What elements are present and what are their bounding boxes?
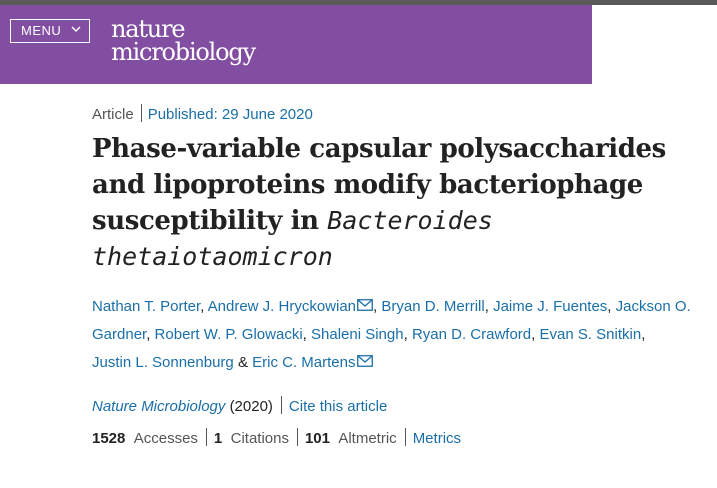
author-link[interactable]: Evan S. Snitkin [539,326,642,343]
author-link[interactable]: Andrew J. Hryckowian [208,298,373,315]
accesses-count: 1528 [92,430,126,447]
metrics-divider [296,428,298,446]
citations-label: Citations [230,430,289,447]
menu-button[interactable]: MENU [10,19,90,43]
article-type: Article [92,106,134,123]
metrics-divider [205,428,207,446]
accesses-label: Accesses [133,430,198,447]
author-link[interactable]: Robert W. P. Glowacki [154,326,303,343]
published-date: Published: 29 June 2020 [147,106,313,123]
author-name: Eric C. Martens [252,354,356,371]
metrics-link[interactable]: Metrics [412,430,462,447]
title-text: Phase-variable capsular polysaccharides … [92,134,666,236]
author-name: Andrew J. Hryckowian [207,298,357,315]
journal-logo[interactable]: nature microbiology [111,15,256,66]
author-link[interactable]: Eric C. Martens [252,354,373,371]
author-link[interactable]: Jaime J. Fuentes [493,298,608,315]
article-meta: Article Published: 29 June 2020 [92,104,313,125]
altmetric-label: Altmetric [338,430,397,447]
title-genus: Bacteroides [327,206,493,235]
logo-line-1: nature [111,15,186,43]
article-title: Phase-variable capsular polysaccharides … [92,131,692,275]
logo-line-2: microbiology [111,38,256,66]
envelope-icon[interactable] [356,355,373,367]
title-species: thetaiotaomicron [92,242,333,271]
citation-year: (2020) [229,398,273,415]
citation-line: Nature Microbiology (2020) Cite this arti… [92,396,387,417]
citations-count: 1 [213,430,223,447]
journal-link[interactable]: Nature Microbiology [92,398,226,415]
author-link[interactable]: Justin L. Sonnenburg [92,354,234,371]
author-link[interactable]: Jackson O. Gardner [92,298,691,343]
site-header: MENU nature microbiology [0,5,592,84]
author-link[interactable]: Nathan T. Porter [92,298,201,315]
meta-divider [140,104,142,122]
author-link[interactable]: Shaleni Singh [311,326,404,343]
chevron-down-icon [71,26,81,33]
citation-divider [280,396,282,414]
top-border [0,0,717,5]
authors-connector: & [237,354,248,371]
author-link[interactable]: Bryan D. Merrill [381,298,485,315]
author-list: Nathan T. Porter, Andrew J. Hryckowian, … [92,298,691,371]
envelope-icon[interactable] [357,299,373,311]
altmetric-count: 101 [304,430,330,447]
metrics-bar: 1528 Accesses 1 Citations 101 Altmetric Met… [92,428,461,449]
cite-article-link[interactable]: Cite this article [288,398,388,415]
metrics-divider [404,428,406,446]
author-link[interactable]: Ryan D. Crawford [411,326,532,343]
menu-label: MENU [21,23,62,38]
